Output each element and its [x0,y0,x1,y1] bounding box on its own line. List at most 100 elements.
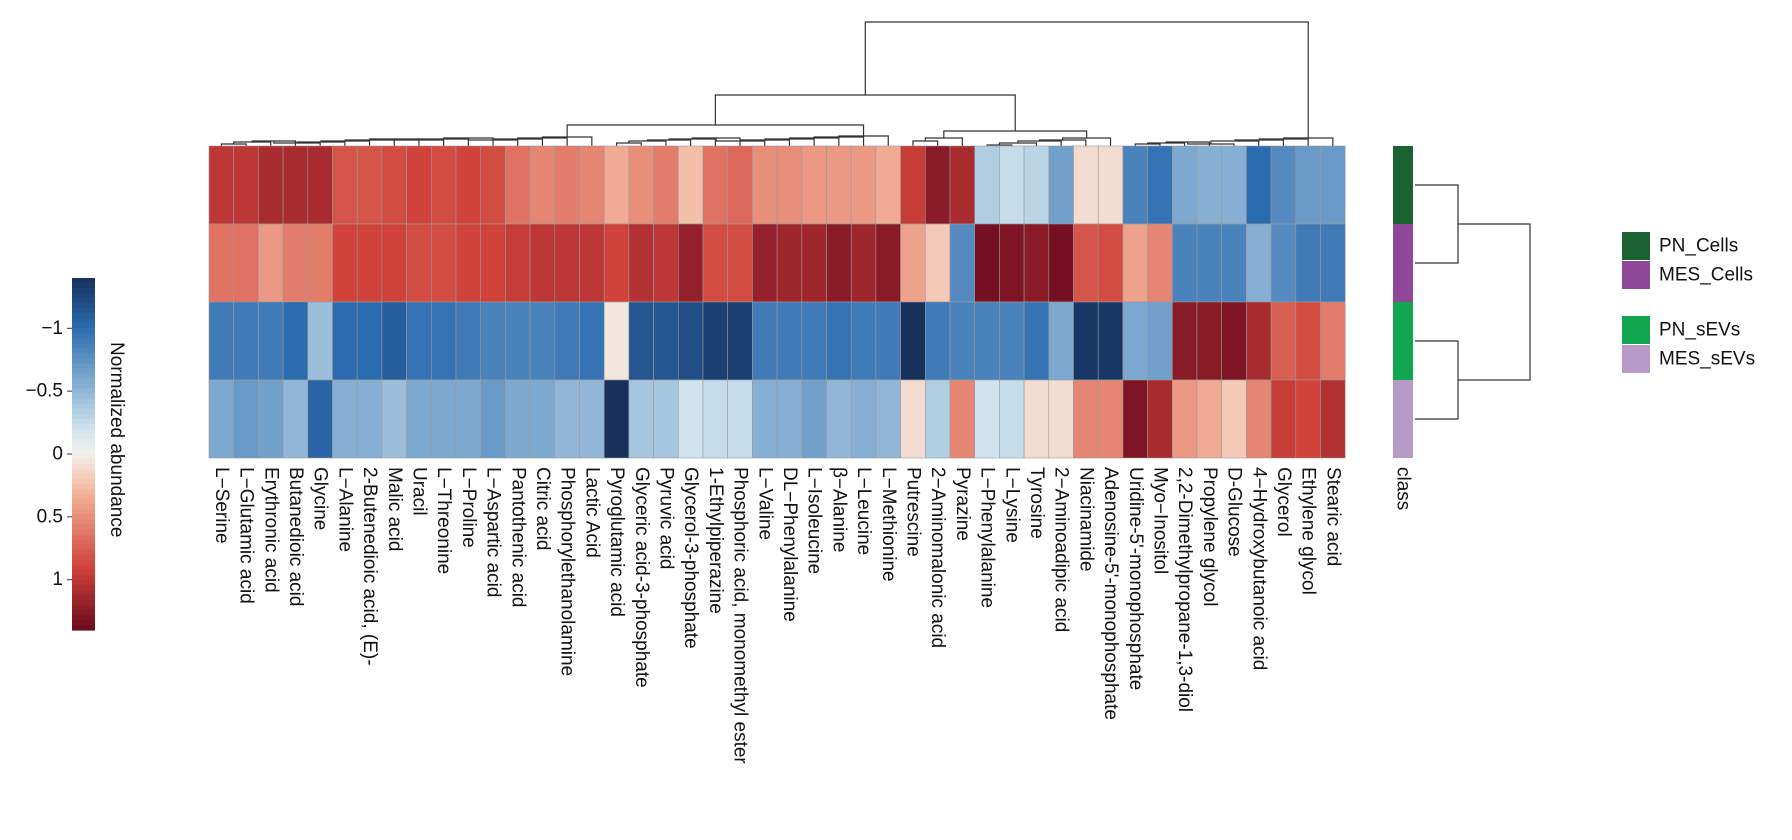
heatmap-cell [333,302,358,380]
heatmap-cell [431,302,456,380]
colorbar-segment [72,404,95,410]
colorbar-segment [72,555,95,561]
column-label: Ethylene glycol [1298,467,1319,595]
heatmap-cell [505,380,530,458]
heatmap-cell [456,380,481,458]
column-label: L−Alanine [334,467,355,552]
column-label: L−Valine [754,467,775,540]
colorbar-segment [72,565,95,571]
colorbar-segment [72,394,95,400]
heatmap-cell [382,224,407,302]
colorbar-segment [72,414,95,420]
heatmap-cell [1296,146,1321,224]
column-label: 4−Hydroxybutanoic acid [1248,467,1269,670]
heatmap-cell [925,380,950,458]
column-label: DL−Phenylalanine [779,467,800,622]
column-label: 2,2-Dimethylpropane-1,3-diol [1174,467,1195,712]
heatmap-cell [1197,380,1222,458]
heatmap-cell [555,224,580,302]
heatmap-cell [1222,224,1247,302]
colorbar-segment [72,454,95,460]
heatmap-cell [308,380,333,458]
heatmap-cell [1123,380,1148,458]
row-dendrogram [1415,185,1530,419]
column-labels: L−Serine L−Glutamic acid Erythronic acid Bu… [211,467,1414,764]
heatmap-cell [505,224,530,302]
column-label: L−Methionine [878,467,899,582]
row-dendrogram-branch [1458,224,1530,380]
heatmap-cell [431,224,456,302]
heatmap-cell [827,380,852,458]
colorbar-segment [72,288,95,294]
colorbar-segment [72,560,95,566]
heatmap-cell [481,302,506,380]
heatmap-cell [505,302,530,380]
heatmap-cell [876,380,901,458]
legend-swatch [1622,345,1650,373]
heatmap-cell [975,302,1000,380]
heatmap-cell [999,380,1024,458]
colorbar-segment [72,283,95,289]
heatmap-cell [481,146,506,224]
colorbar-segment [72,439,95,445]
heatmap-cell [1271,302,1296,380]
heatmap-cells [209,146,1345,458]
colorbar-segment [72,379,95,385]
colorbar-segment [72,363,95,369]
column-label: Uridine-5'-monophosphate [1125,467,1146,690]
heatmap-cell [1172,302,1197,380]
heatmap-cell [1098,380,1123,458]
colorbar-segment [72,409,95,415]
heatmap-cell [654,302,679,380]
heatmap-cell [1049,380,1074,458]
colorbar-segment [72,590,95,596]
heatmap-cell [827,146,852,224]
heatmap-cell [851,224,876,302]
heatmap-cell [925,302,950,380]
heatmap-cell [258,380,283,458]
heatmap-cell [999,224,1024,302]
heatmap-cell [752,224,777,302]
colorbar-segment [72,615,95,621]
colorbar-segment [72,529,95,535]
colorbar-segment [72,524,95,530]
heatmap-cell [1049,302,1074,380]
class-legend: PN_Cells MES_Cells PN_sEVs MES_sEVs [1622,232,1755,373]
heatmap-cell [1172,380,1197,458]
heatmap-cell [456,302,481,380]
colorbar-segment [72,489,95,495]
heatmap-cell [530,146,555,224]
heatmap-cell [258,146,283,224]
column-label: L−Threonine [433,467,454,574]
colorbar-segment [72,429,95,435]
colorbar-segment [72,474,95,480]
colorbar-segment [72,464,95,470]
dendrogram-branch [1063,138,1111,146]
heatmap-cell [1024,224,1049,302]
column-label: Propylene glycol [1199,467,1220,606]
heatmap-cell [1024,146,1049,224]
heatmap-cell [283,224,308,302]
dendrogram-branch [944,131,1087,138]
legend-swatch [1622,261,1650,289]
heatmap-cell [1049,146,1074,224]
heatmap-cell [975,224,1000,302]
colorbar-tick-label: −1 [41,318,63,339]
colorbar-segment [72,348,95,354]
heatmap-cell [431,146,456,224]
heatmap-cell [505,146,530,224]
heatmap-cell [678,380,703,458]
column-label: Niacinamide [1075,467,1096,572]
colorbar-ticks: −1 −0.5 0 0.5 1 [25,318,72,590]
heatmap-cell [654,380,679,458]
heatmap-cell [604,302,629,380]
heatmap-cell [283,302,308,380]
heatmap-cell [1123,224,1148,302]
heatmap-cell [975,146,1000,224]
class-column-label: class [1393,467,1414,510]
heatmap-cell [950,380,975,458]
heatmap-cell [1049,224,1074,302]
colorbar-segment [72,308,95,314]
column-dendrogram [221,22,1333,146]
colorbar-segment [72,504,95,510]
